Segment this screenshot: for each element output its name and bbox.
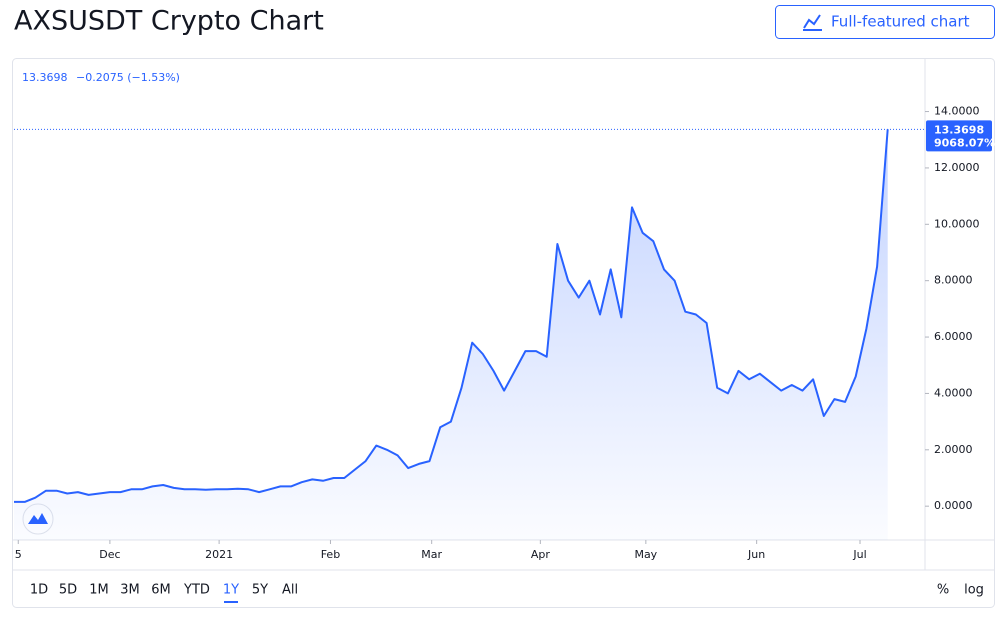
- x-tick-label: May: [634, 548, 657, 561]
- x-tick-label: Jul: [852, 548, 866, 561]
- x-tick-label: Dec: [99, 548, 120, 561]
- range-button[interactable]: 1M: [89, 583, 109, 598]
- range-button[interactable]: 1D: [30, 583, 48, 598]
- page-title: AXSUSDT Crypto Chart: [14, 6, 324, 37]
- legend-change: −0.2075 (−1.53%): [76, 71, 180, 84]
- range-button[interactable]: All: [282, 583, 298, 598]
- x-tick-label: Feb: [321, 548, 340, 561]
- area-fill: [14, 129, 888, 541]
- log-toggle[interactable]: log: [964, 583, 984, 598]
- y-tick-label: 8.0000: [934, 274, 973, 287]
- y-tick-label: 14.0000: [934, 105, 980, 118]
- legend-price: 13.3698: [22, 71, 68, 84]
- range-button[interactable]: 6M: [151, 583, 171, 598]
- range-button[interactable]: YTD: [183, 583, 210, 598]
- x-tick-label: Apr: [531, 548, 551, 561]
- y-tick-label: 10.0000: [934, 217, 980, 230]
- y-tick-label: 0.0000: [934, 499, 973, 512]
- range-button[interactable]: 5D: [59, 583, 77, 598]
- change-percent-label: 9068.07%: [934, 136, 995, 149]
- range-button[interactable]: 3M: [120, 583, 140, 598]
- y-tick-label: 2.0000: [934, 443, 973, 456]
- x-tick-label: Jun: [747, 548, 765, 561]
- last-price-badge: [926, 120, 992, 152]
- chart-frame: [12, 58, 995, 608]
- x-tick-label: 2021: [205, 548, 233, 561]
- button-label[interactable]: Full-featured chart: [831, 13, 970, 31]
- y-tick-label: 4.0000: [934, 386, 973, 399]
- button-icon: [803, 14, 822, 31]
- last-price-label: 13.3698: [934, 123, 984, 136]
- y-tick-label: 6.0000: [934, 330, 973, 343]
- full-chart-button[interactable]: [775, 5, 995, 39]
- x-tick-label: Mar: [421, 548, 442, 561]
- y-tick-label: 12.0000: [934, 161, 980, 174]
- range-button[interactable]: 5Y: [252, 583, 268, 598]
- x-tick-label: 5: [15, 548, 22, 561]
- range-button[interactable]: 1Y: [223, 583, 239, 598]
- price-line: [14, 129, 889, 503]
- percent-toggle[interactable]: %: [937, 583, 949, 598]
